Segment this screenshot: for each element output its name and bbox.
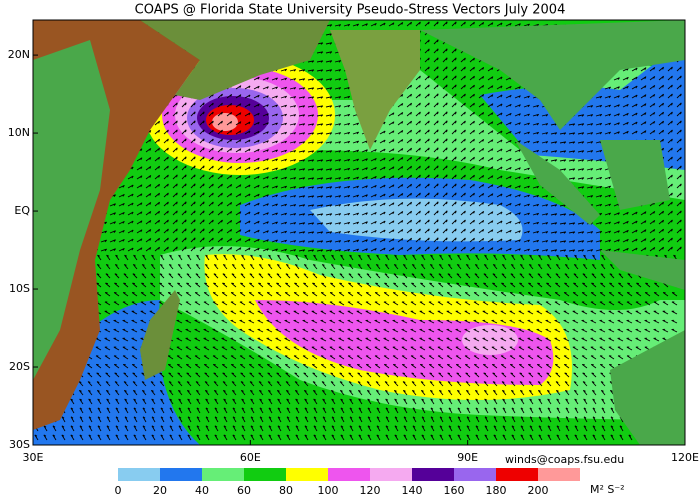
colorbar-label: 120: [360, 484, 381, 497]
colorbar-label: 200: [528, 484, 549, 497]
land-arabia: [140, 20, 330, 100]
colorbar-swatch: [328, 468, 370, 481]
colorbar-swatch: [118, 468, 160, 481]
colorbar-label: 0: [115, 484, 122, 497]
colorbar-label: 180: [486, 484, 507, 497]
field: [255, 300, 554, 385]
colorbar-swatch: [370, 468, 412, 481]
land-africa-green: [33, 40, 110, 380]
land-asia: [420, 20, 685, 130]
land-australia: [610, 330, 685, 445]
colorbar-label: 40: [195, 484, 209, 497]
lat-label: EQ: [14, 204, 30, 217]
field: [212, 113, 238, 131]
land-java: [600, 250, 685, 290]
colorbar-swatch: [412, 468, 454, 481]
map: [33, 20, 685, 445]
land-borneo: [600, 140, 670, 210]
lat-label: 30S: [9, 438, 30, 451]
lon-label: 60E: [240, 451, 261, 464]
map-frame: [32, 19, 686, 446]
title: COAPS @ Florida State University Pseudo-…: [135, 3, 566, 18]
land-madagascar: [140, 290, 180, 380]
lat-label: 10N: [8, 126, 30, 139]
colorbar-swatch: [496, 468, 538, 481]
lon-label: 120E: [671, 451, 699, 464]
field: [310, 198, 523, 242]
colorbar-swatch: [202, 468, 244, 481]
land-sumatra: [515, 140, 600, 225]
credit: winds@coaps.fsu.edu: [505, 453, 624, 466]
colorbar-swatch: [244, 468, 286, 481]
land-india: [330, 30, 420, 150]
lon-label: 90E: [457, 451, 478, 464]
colorbar-label: 140: [402, 484, 423, 497]
lat-label: 20N: [8, 48, 30, 61]
lon-label: 30E: [23, 451, 44, 464]
colorbar-unit: M² S⁻²: [590, 483, 625, 496]
lat-label: 10S: [9, 282, 30, 295]
colorbar-swatch: [286, 468, 328, 481]
lat-label: 20S: [9, 360, 30, 373]
colorbar-label: 160: [444, 484, 465, 497]
colorbar-label: 100: [318, 484, 339, 497]
colorbar-label: 60: [237, 484, 251, 497]
colorbar-label: 20: [153, 484, 167, 497]
colorbar-label: 80: [279, 484, 293, 497]
colorbar-swatch: [454, 468, 496, 481]
colorbar-swatch: [538, 468, 580, 481]
colorbar-swatch: [160, 468, 202, 481]
